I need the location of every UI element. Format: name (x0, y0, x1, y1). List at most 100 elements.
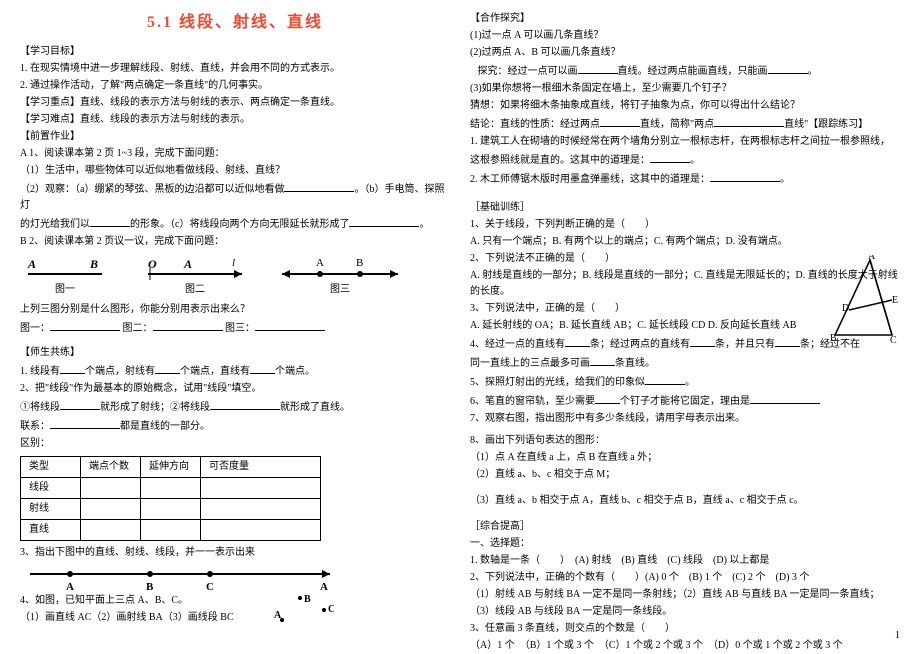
c2: (2)过两点 A、B 可以画几条直线？ (470, 45, 900, 61)
svg-text:O: O (148, 257, 157, 271)
s4-1: （1）画直线 AC（2）画射线 BA（3）画线段 BC (20, 610, 234, 626)
segment-icon: A B (20, 254, 110, 282)
s1d: 个端点。 (275, 366, 315, 377)
t2-fill: 2. 木工师傅锯木版时用墨盒弹墨线，这其中的道理是： 。 (470, 170, 900, 188)
s2: 2、把"线段"作为最基本的原始概念，试用"线段"填空。 (20, 381, 450, 397)
a1-2: （2）观察：（a）绷紧的琴弦、黑板的边沿都可以近似地看做。（b）手电筒、探照灯 (20, 180, 450, 214)
svg-text:E: E (892, 295, 898, 306)
c1: (1)过一点 A 可以画几条直线？ (470, 28, 900, 44)
cell (201, 519, 321, 540)
b5: 5、探照灯射出的光线，给我们的印象似。 (470, 373, 900, 391)
blank (60, 362, 85, 374)
spacer (470, 484, 900, 492)
blank (60, 398, 100, 410)
spacer (470, 510, 900, 518)
svg-text:C: C (328, 604, 334, 615)
f1: 图一： (20, 323, 50, 334)
b2: B 2、阅读课本第 2 页议一议，完成下面问题： (20, 234, 450, 250)
s2-fill: ①将线段就形成了射线；②将线段就形成了直线。 (20, 398, 450, 416)
b7: 7、观察右图，指出图形中有多少条线段，请用字母表示出来。 (470, 411, 900, 427)
b8-2: （2）直线 a、b、c 相交于点 M； (470, 467, 900, 483)
figure-1: A B 图一 (20, 254, 110, 298)
cell (201, 498, 321, 519)
svg-text:A: A (27, 257, 36, 271)
f2: 图二： (123, 323, 153, 334)
cell (81, 519, 141, 540)
c2c: 。 (808, 66, 818, 77)
a1-1: （1）生活中，哪些物体可以近似地看做线段、射线、直线？ (20, 163, 450, 179)
c2a: 探究：经过一点可以画 (478, 66, 578, 77)
t2: 2. 木工师傅锯木版时用墨盒弹墨线，这其中的道理是： (470, 174, 710, 185)
s1a: 1. 线段有 (20, 366, 60, 377)
a1-3b: 的形象。（c）将线段向两个方向无限延长就形成了 (130, 219, 349, 230)
b8-1: （1）点 A 在直线 a 上，点 B 在直线 a 外； (470, 450, 900, 466)
t1a: 这根参照线就是直的。这其中的道理是： (470, 155, 650, 166)
row-segment: 线段 (21, 477, 81, 498)
b4c: 条，并且只有 (715, 339, 775, 350)
q1: 上列三图分别是什么图形，你能分别用表示出来么？ (20, 302, 450, 318)
compare-table: 类型 端点个数 延伸方向 可否度量 线段 射线 直线 (20, 456, 321, 541)
heading-focus: 【学习重点】直线、线段的表示方法与射线的表示、两点确定一条直线。 (20, 95, 450, 111)
c3: (3)如果你想将一根细木条固定在墙上，至少需要几个钉子？ (470, 81, 900, 97)
b4b: 条；经过两点的直线有 (590, 339, 690, 350)
th-type: 类型 (21, 456, 81, 477)
cell (201, 477, 321, 498)
points-abc-icon: A B C (274, 592, 334, 628)
s4-text: 4、如图，已知平面上三点 A、B、C。 （1）画直线 AC（2）画射线 BA（3… (20, 592, 234, 627)
a1-3c: 。 (419, 219, 429, 230)
heading-goals: 【学习目标】 (20, 44, 450, 60)
ray-icon: l O A (140, 254, 250, 282)
cell (81, 477, 141, 498)
svg-text:A: A (320, 581, 328, 592)
blank (710, 170, 780, 182)
blank (349, 215, 419, 227)
a1-3a: 的灯光给我们以 (20, 219, 90, 230)
heading-difficulty: 【学习难点】直线、线段的表示方法与射线的表示。 (20, 112, 450, 128)
blank (595, 392, 620, 404)
qb: 区别： (20, 436, 450, 452)
heading-practice: 【师生共练】 (20, 345, 450, 361)
t2b: 。 (780, 174, 790, 185)
s1b: 个端点，射线有 (85, 366, 155, 377)
svg-text:B: B (146, 581, 154, 592)
svg-text:A: A (66, 581, 74, 592)
x1: 一、选择题： (470, 536, 900, 552)
s1: 1. 线段有个端点，射线有个端点，直线有个端点。 (20, 362, 450, 380)
svg-text:A: A (274, 610, 282, 621)
svg-text:B: B (89, 257, 98, 271)
svg-text:B: B (304, 594, 311, 605)
svg-text:A: A (868, 255, 876, 262)
blank (155, 362, 180, 374)
svg-text:l: l (232, 257, 235, 269)
s3: 3、指出下图中的直线、射线、线段，并一一表示出来 (20, 545, 450, 561)
blank (768, 62, 808, 74)
blank (600, 115, 640, 127)
x1-2b: （3）线段 AB 与线段 BA 一定是同一条线段。 (470, 604, 900, 620)
cell (141, 477, 201, 498)
fig-answers: 图一： 图二： 图三： (20, 319, 450, 337)
heading-basic: ［基础训练］ (470, 200, 900, 216)
cell (141, 498, 201, 519)
a1-2a: （2）观察：（a）绷紧的琴弦、黑板的边沿都可以近似地看做 (20, 184, 284, 195)
svg-text:D: D (842, 303, 849, 314)
left-column: 5.1 线段、射线、直线 【学习目标】 1. 在现实情境中进一步理解线段、射线、… (20, 10, 450, 640)
c3b: 结论：直线的性质：经过两点 (470, 119, 600, 130)
b4a: 4、经过一点的直线有 (470, 339, 565, 350)
x1-2a: （1）射线 AB 与射线 BA 一定不是同一条射线；（2）直线 AB 与直线 B… (470, 587, 900, 603)
page-number: 1 (895, 628, 900, 644)
b4f: 条直线。 (615, 358, 655, 369)
blank (565, 335, 590, 347)
line-abc-icon: A B C A (20, 562, 340, 592)
c2-fill: 探究：经过一点可以画直线。经过两点能画直线，只能画。 (470, 62, 900, 80)
heading-coop: 【合作探究】 (470, 11, 900, 27)
c3a: 猜想：如果将细木条抽象成直线，将钉子抽象为点，你可以得出什么结论？ (470, 98, 900, 114)
svg-text:C: C (890, 335, 897, 345)
x1-2: 2、下列说法中，正确的个数有（ ）(A) 0 个 (B) 1 个 (C) 2 个… (470, 570, 900, 586)
s4: 4、如图，已知平面上三点 A、B、C。 (20, 593, 234, 609)
svg-text:A: A (183, 257, 192, 271)
th-measure: 可否度量 (201, 456, 321, 477)
triangle-figure: A B C D E (830, 255, 900, 345)
c3c: 直线，简称"两点 (640, 119, 714, 130)
lxb: 都是直线的一部分。 (120, 421, 210, 432)
x1-3o: （A）1 个 （B）1 个或 3 个 （C）1 个或 2 个或 3 个 （D）0… (470, 638, 900, 654)
